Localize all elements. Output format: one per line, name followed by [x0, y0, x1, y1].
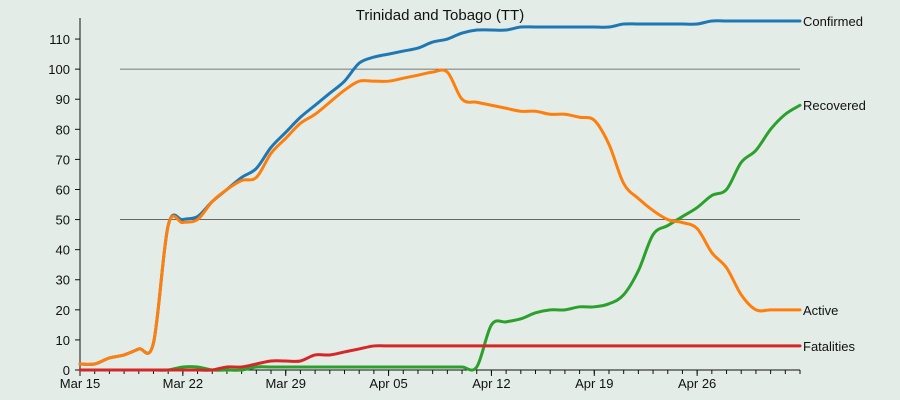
y-tick-label-90: 90 — [56, 92, 70, 107]
grid — [120, 68, 800, 220]
x-tick-label: Apr 19 — [575, 376, 613, 391]
axes: 0 10 20 30 40 50 60 70 80 90 100 110 Mar 15 Mar 22 Mar… — [48, 18, 801, 391]
series-line-recovered — [78, 103, 802, 372]
x-tick-label: Mar 15 — [60, 376, 100, 391]
series-line-confirmed — [78, 19, 802, 366]
chart-title: Trinidad and Tobago (TT) — [356, 7, 524, 24]
y-tick-label-110: 110 — [49, 32, 70, 47]
y-tick-label-40: 40 — [56, 243, 70, 258]
series-labels: Confirmed Recovered Active Fatalities — [803, 14, 866, 354]
x-tick-label: Apr 26 — [678, 376, 716, 391]
series-label-active: Active — [803, 303, 838, 318]
x-tick-label: Apr 12 — [472, 376, 510, 391]
y-tick-label-70: 70 — [56, 152, 70, 167]
x-tick-label: Mar 22 — [163, 376, 203, 391]
series-label-fatalities: Fatalities — [803, 339, 856, 354]
series-line-active — [78, 68, 802, 366]
y-tick-label-100: 100 — [48, 62, 70, 77]
series-label-recovered: Recovered — [803, 98, 866, 113]
y-tick-label-10: 10 — [56, 333, 70, 348]
series-label-confirmed: Confirmed — [803, 14, 863, 29]
y-tick-label-50: 50 — [56, 213, 70, 228]
y-tick-label-80: 80 — [56, 122, 70, 137]
series-lines — [78, 19, 802, 372]
y-tick-label-0: 0 — [63, 363, 70, 378]
x-tick-label: Apr 05 — [369, 376, 407, 391]
y-tick-label-20: 20 — [56, 303, 70, 318]
x-tick-label: Mar 29 — [265, 376, 305, 391]
y-tick-label-30: 30 — [56, 273, 70, 288]
series-line-fatalities — [78, 344, 802, 372]
y-tick-label-60: 60 — [56, 182, 70, 197]
